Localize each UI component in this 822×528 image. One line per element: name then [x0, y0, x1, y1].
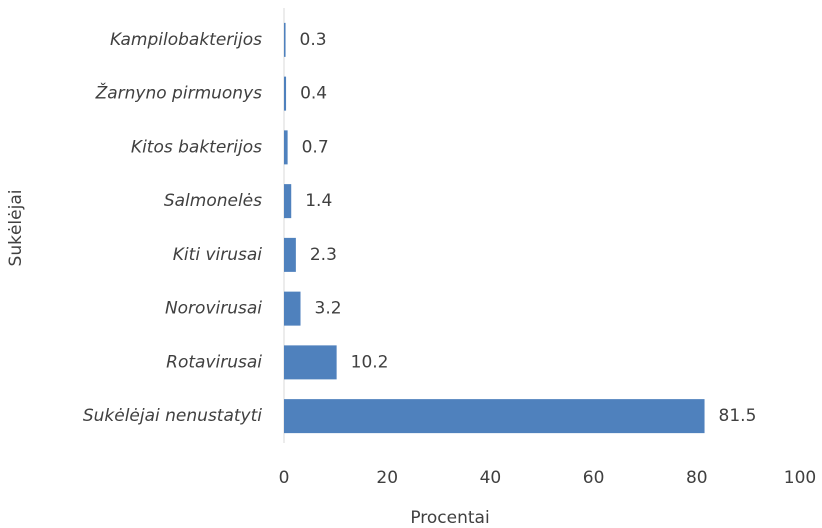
data-label: 0.4: [300, 84, 327, 104]
x-tick-label: 60: [583, 468, 605, 488]
data-label: 81.5: [719, 406, 757, 426]
bar: [284, 22, 286, 57]
data-label: 0.7: [302, 137, 329, 157]
x-tick-label: 0: [279, 468, 290, 488]
x-tick-label: 40: [480, 468, 502, 488]
data-label: 2.3: [310, 245, 337, 265]
y-tick-label: Rotavirusai: [166, 352, 262, 372]
bar: [284, 237, 296, 272]
y-axis-title: Sukėlėjai: [6, 190, 26, 267]
data-label: 1.4: [305, 191, 332, 211]
x-tick-label: 100: [784, 468, 816, 488]
y-tick-label: Kitos bakterijos: [131, 137, 262, 157]
y-tick-label: Kampilobakterijos: [110, 30, 262, 50]
bar: [284, 130, 288, 165]
x-tick-label: 20: [376, 468, 398, 488]
y-tick-label: Kiti virusai: [173, 245, 262, 265]
x-axis-title: Procentai: [410, 508, 489, 528]
bar: [284, 184, 292, 219]
data-label: 0.3: [300, 30, 327, 50]
data-label: 10.2: [351, 352, 389, 372]
data-label: 3.2: [315, 299, 342, 319]
x-tick-label: 80: [686, 468, 708, 488]
y-tick-label: Salmonelės: [164, 191, 262, 211]
bar: [284, 76, 287, 111]
bar: [284, 399, 705, 434]
bar: [284, 291, 301, 326]
y-tick-label: Norovirusai: [165, 299, 262, 319]
y-tick-label: Žarnyno pirmuonys: [95, 82, 263, 104]
bar: [284, 345, 337, 380]
y-tick-label: Sukėlėjai nenustatyti: [83, 406, 262, 426]
